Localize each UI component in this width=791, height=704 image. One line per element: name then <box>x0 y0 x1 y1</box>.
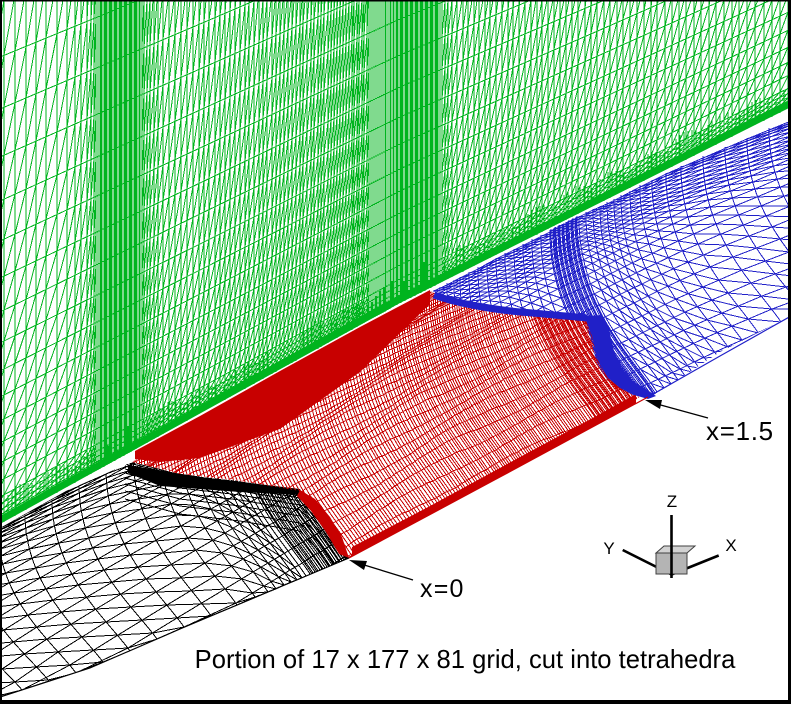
svg-text:X: X <box>725 536 736 555</box>
svg-text:Y: Y <box>603 539 614 558</box>
svg-text:x=0: x=0 <box>420 575 465 603</box>
svg-text:x=1.5: x=1.5 <box>706 416 774 446</box>
svg-text:Portion of 17 x 177 x 81 grid,: Portion of 17 x 177 x 81 grid, cut into … <box>195 646 736 674</box>
svg-text:Z: Z <box>667 492 677 511</box>
